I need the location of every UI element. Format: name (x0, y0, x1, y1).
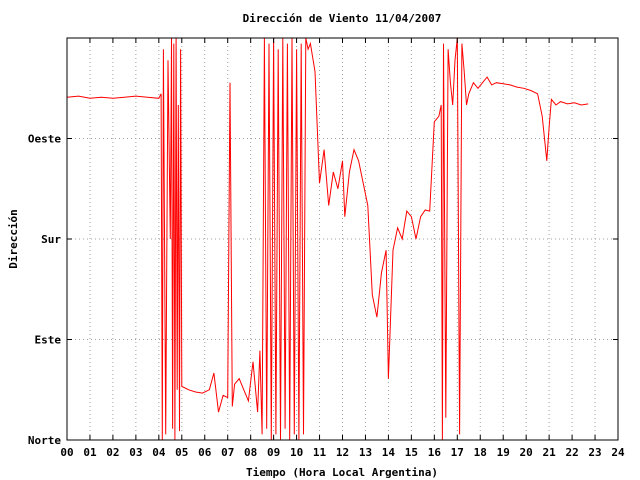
chart-title: Dirección de Viento 11/04/2007 (243, 12, 442, 25)
x-tick-label: 05 (175, 446, 188, 459)
x-tick-label: 12 (336, 446, 349, 459)
x-tick-labels: 00 01 02 03 04 05 06 07 08 09 10 11 12 13 14 15 16 17 18 19… (60, 446, 625, 459)
x-tick-label: 20 (520, 446, 533, 459)
x-tick-label: 11 (313, 446, 327, 459)
y-tick-label: Oeste (28, 133, 61, 146)
y-tick-label: Sur (41, 233, 61, 246)
y-tick-label: Este (35, 334, 62, 347)
x-tick-label: 17 (451, 446, 464, 459)
x-axis-label: Tiempo (Hora Local Argentina) (246, 466, 438, 479)
x-tick-label: 09 (267, 446, 280, 459)
x-tick-label: 00 (60, 446, 73, 459)
x-tick-label: 21 (543, 446, 557, 459)
x-tick-label: 10 (290, 446, 303, 459)
ticks (66, 38, 619, 441)
y-tick-label: Norte (28, 434, 61, 447)
series-layer (66, 37, 589, 441)
x-tick-label: 08 (244, 446, 257, 459)
x-tick-label: 13 (359, 446, 372, 459)
x-tick-label: 07 (221, 446, 234, 459)
x-tick-label: 06 (198, 446, 212, 459)
x-tick-label: 24 (611, 446, 625, 459)
x-tick-label: 23 (588, 446, 601, 459)
x-tick-label: 19 (497, 446, 510, 459)
grid (67, 38, 618, 440)
x-tick-label: 03 (129, 446, 142, 459)
x-tick-label: 16 (428, 446, 442, 459)
x-tick-label: 01 (83, 446, 97, 459)
x-tick-label: 15 (405, 446, 418, 459)
x-tick-label: 22 (565, 446, 578, 459)
x-tick-label: 02 (106, 446, 119, 459)
y-axis-label: Dirección (7, 209, 20, 269)
y-tick-labels: Norte Este Sur Oeste (28, 133, 61, 448)
x-tick-label: 18 (474, 446, 487, 459)
x-tick-label: 14 (382, 446, 396, 459)
x-tick-label: 04 (152, 446, 166, 459)
series-line-wind-direction (66, 37, 589, 441)
